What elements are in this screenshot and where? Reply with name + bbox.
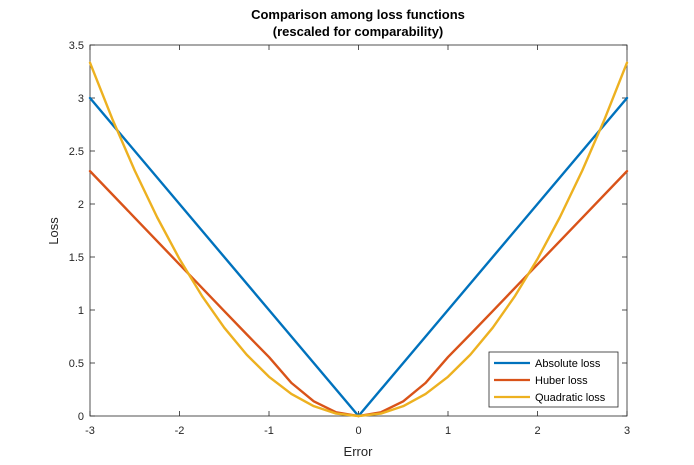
legend-label-quadratic-loss: Quadratic loss xyxy=(535,392,606,404)
y-tick-label: 2 xyxy=(78,199,84,211)
series-line-quadratic-loss xyxy=(88,61,629,418)
legend: Absolute loss Huber loss Quadratic loss xyxy=(488,351,619,408)
axis-ticks: -3 -2 -1 0 1 2 3 0 0.5 1 1.5 2 2.5 3 3.5 xyxy=(69,40,630,437)
x-tick-label: 3 xyxy=(624,425,630,437)
y-tick-label: 0 xyxy=(78,411,84,423)
y-tick-label: 1.5 xyxy=(69,252,84,264)
y-axis-label: Loss xyxy=(46,217,61,245)
x-tick-label: 0 xyxy=(355,425,361,437)
chart-title: Comparison among loss functions xyxy=(251,7,465,22)
series-lines xyxy=(88,61,629,418)
x-tick-label: 2 xyxy=(534,425,540,437)
y-tick-label: 0.5 xyxy=(69,358,84,370)
y-tick-label: 3 xyxy=(78,93,84,105)
chart-subtitle: (rescaled for comparability) xyxy=(273,24,444,39)
legend-label-huber-loss: Huber loss xyxy=(535,375,588,387)
legend-label-absolute-loss: Absolute loss xyxy=(535,358,601,370)
y-tick-label: 1 xyxy=(78,305,84,317)
y-tick-label: 2.5 xyxy=(69,146,84,158)
x-tick-label: -3 xyxy=(85,425,95,437)
x-axis-label: Error xyxy=(344,444,374,459)
x-tick-label: -1 xyxy=(264,425,274,437)
x-tick-label: -2 xyxy=(175,425,185,437)
x-tick-label: 1 xyxy=(445,425,451,437)
y-tick-label: 3.5 xyxy=(69,40,84,52)
